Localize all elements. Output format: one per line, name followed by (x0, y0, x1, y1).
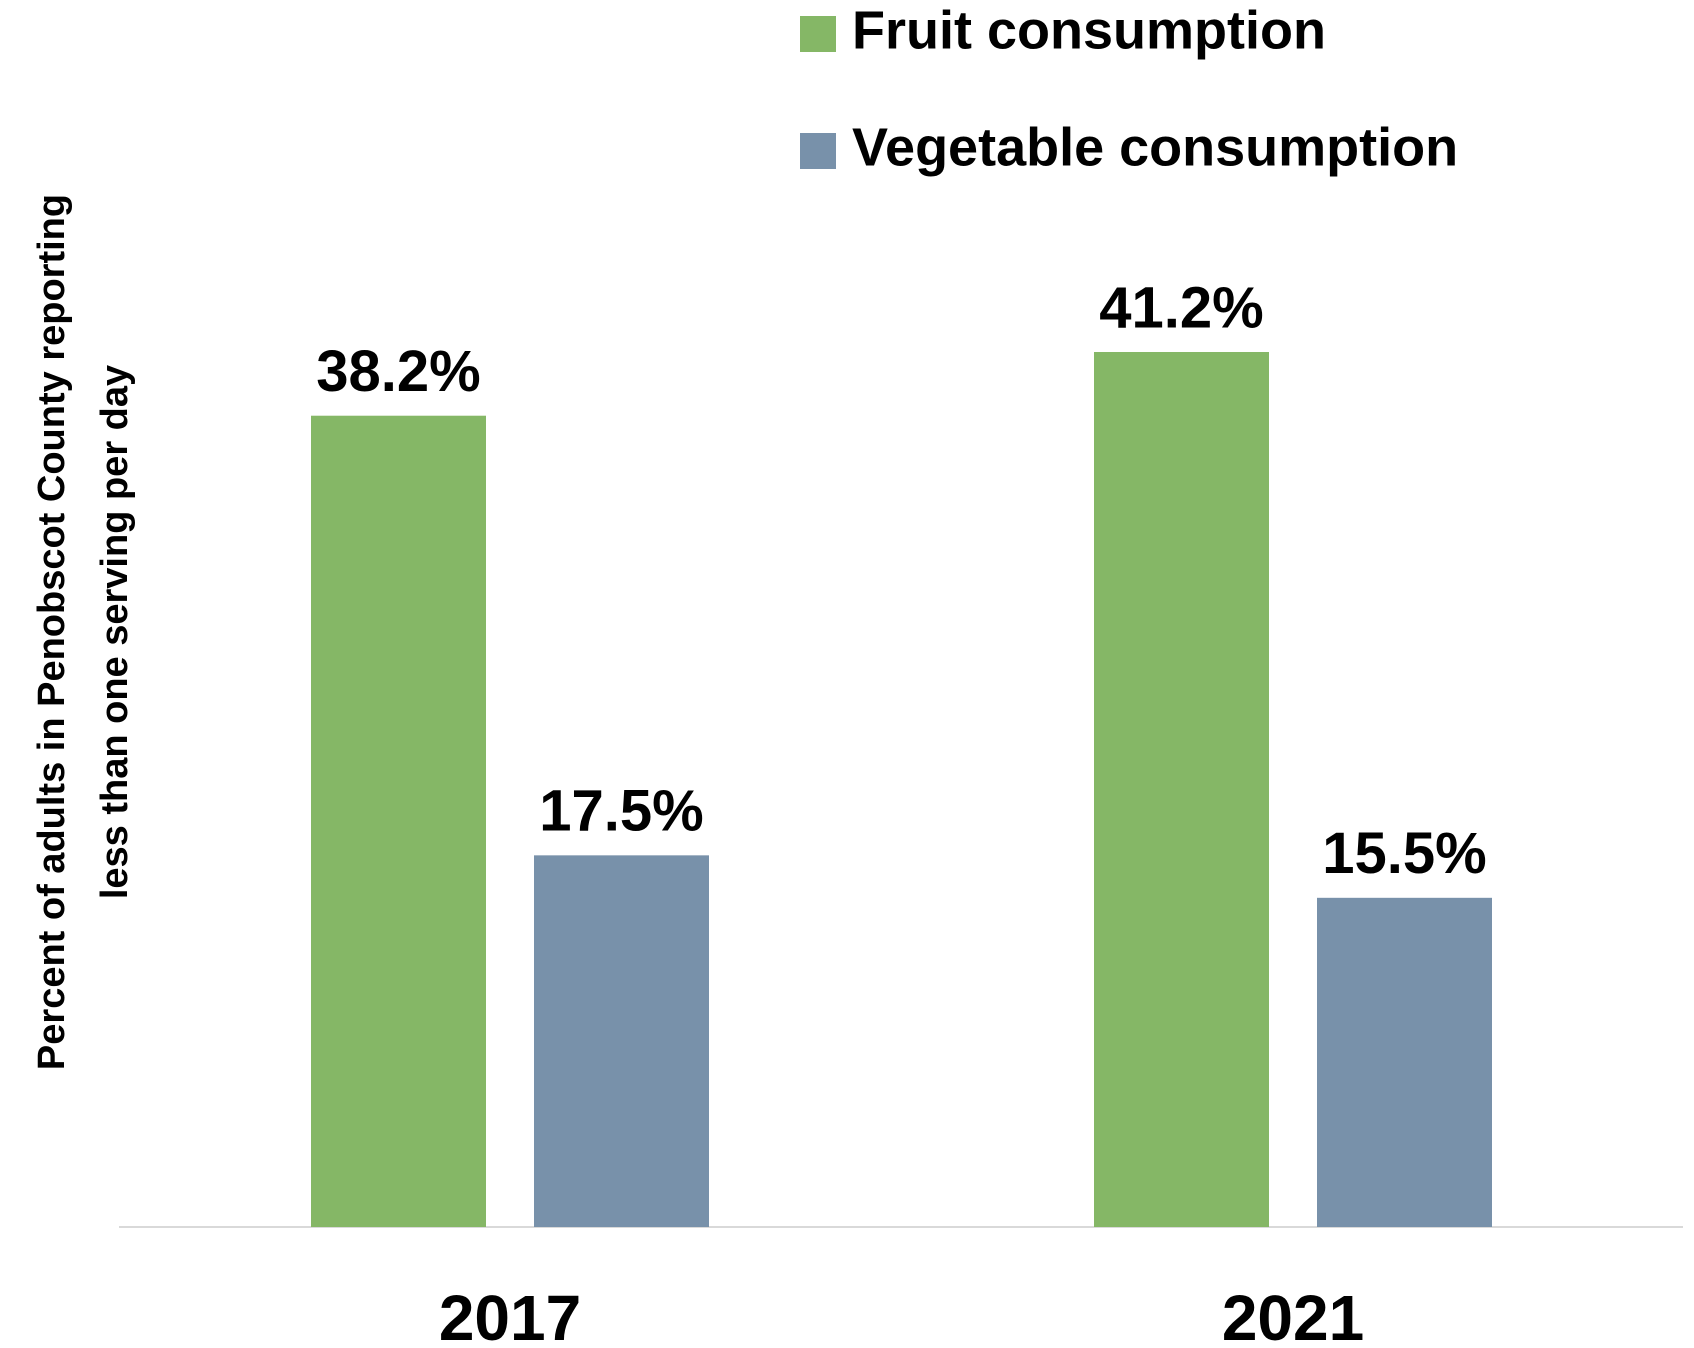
y-axis-title-line: less than one serving per day (94, 365, 136, 899)
y-axis-title-line: Percent of adults in Penobscot County re… (31, 194, 73, 1070)
bar (534, 855, 709, 1227)
legend-swatch (800, 16, 836, 52)
value-label: 41.2% (1099, 275, 1263, 340)
value-label: 15.5% (1322, 821, 1486, 886)
value-label: 38.2% (316, 339, 480, 404)
legend-label: Vegetable consumption (852, 117, 1458, 177)
legend-label: Fruit consumption (852, 0, 1326, 60)
x-tick-label: 2021 (1222, 1282, 1364, 1348)
x-tick-label: 2017 (439, 1282, 581, 1348)
legend-swatch (800, 133, 836, 169)
value-label: 17.5% (539, 779, 703, 844)
bar (311, 415, 486, 1227)
y-axis-title: Percent of adults in Penobscot County re… (31, 194, 136, 1070)
bar (1094, 352, 1269, 1227)
bar (1317, 897, 1492, 1227)
